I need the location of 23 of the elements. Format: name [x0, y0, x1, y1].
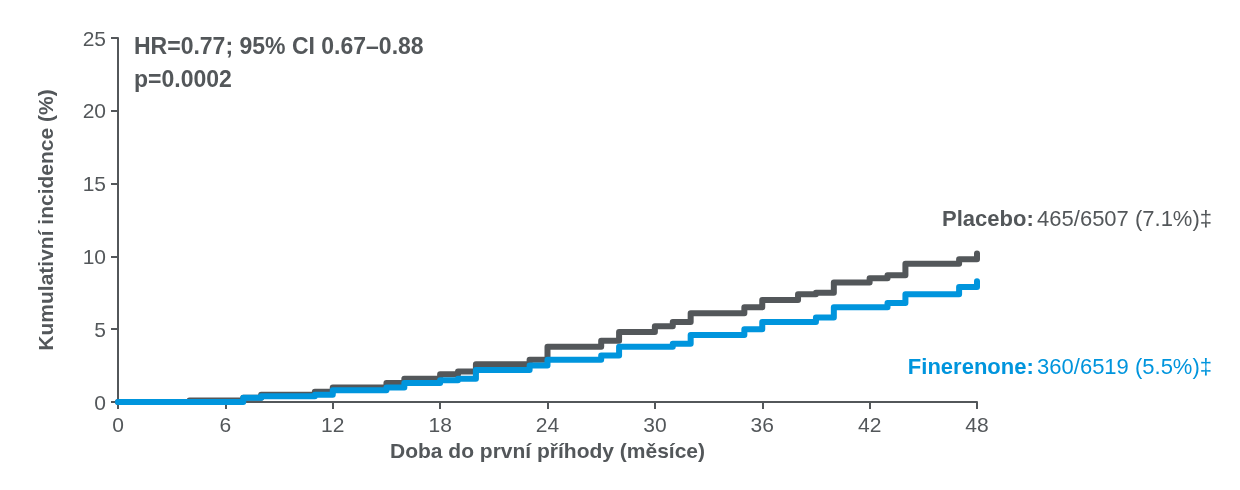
text: 360/6519 (5.5%)‡ — [1037, 353, 1212, 379]
text: 465/6507 (7.1%)‡ — [1037, 205, 1212, 231]
y-tick-label: 20 — [82, 99, 106, 123]
text: Finerenone: — [907, 353, 1034, 379]
x-tick-label: 6 — [219, 413, 232, 436]
x-tick-label: 24 — [535, 413, 560, 436]
y-tick-label: 15 — [82, 172, 106, 196]
y-tick-label: 10 — [82, 244, 106, 268]
y-tick-label: 0 — [94, 390, 106, 414]
y-tick-label: 25 — [82, 26, 106, 50]
annotation: p=0.0002 — [134, 65, 232, 92]
x-tick-label: 12 — [321, 413, 345, 436]
x-axis-title: Doba do první příhody (měsíce) — [389, 438, 706, 462]
x-tick-label: 30 — [643, 413, 667, 436]
x-tick-label: 42 — [857, 413, 882, 436]
x-tick-label: 0 — [112, 413, 124, 436]
y-tick-label: 5 — [94, 317, 106, 341]
series-label: Placebo: — [942, 205, 1034, 231]
annotation: HR=0.77; 95% CI 0.67–0.88 — [134, 32, 424, 59]
y-axis-title: Kumulativní incidence (%) — [34, 89, 57, 351]
x-tick-label: 48 — [965, 413, 989, 436]
x-tick-label: 36 — [750, 413, 774, 436]
x-tick-label: 18 — [428, 413, 452, 436]
